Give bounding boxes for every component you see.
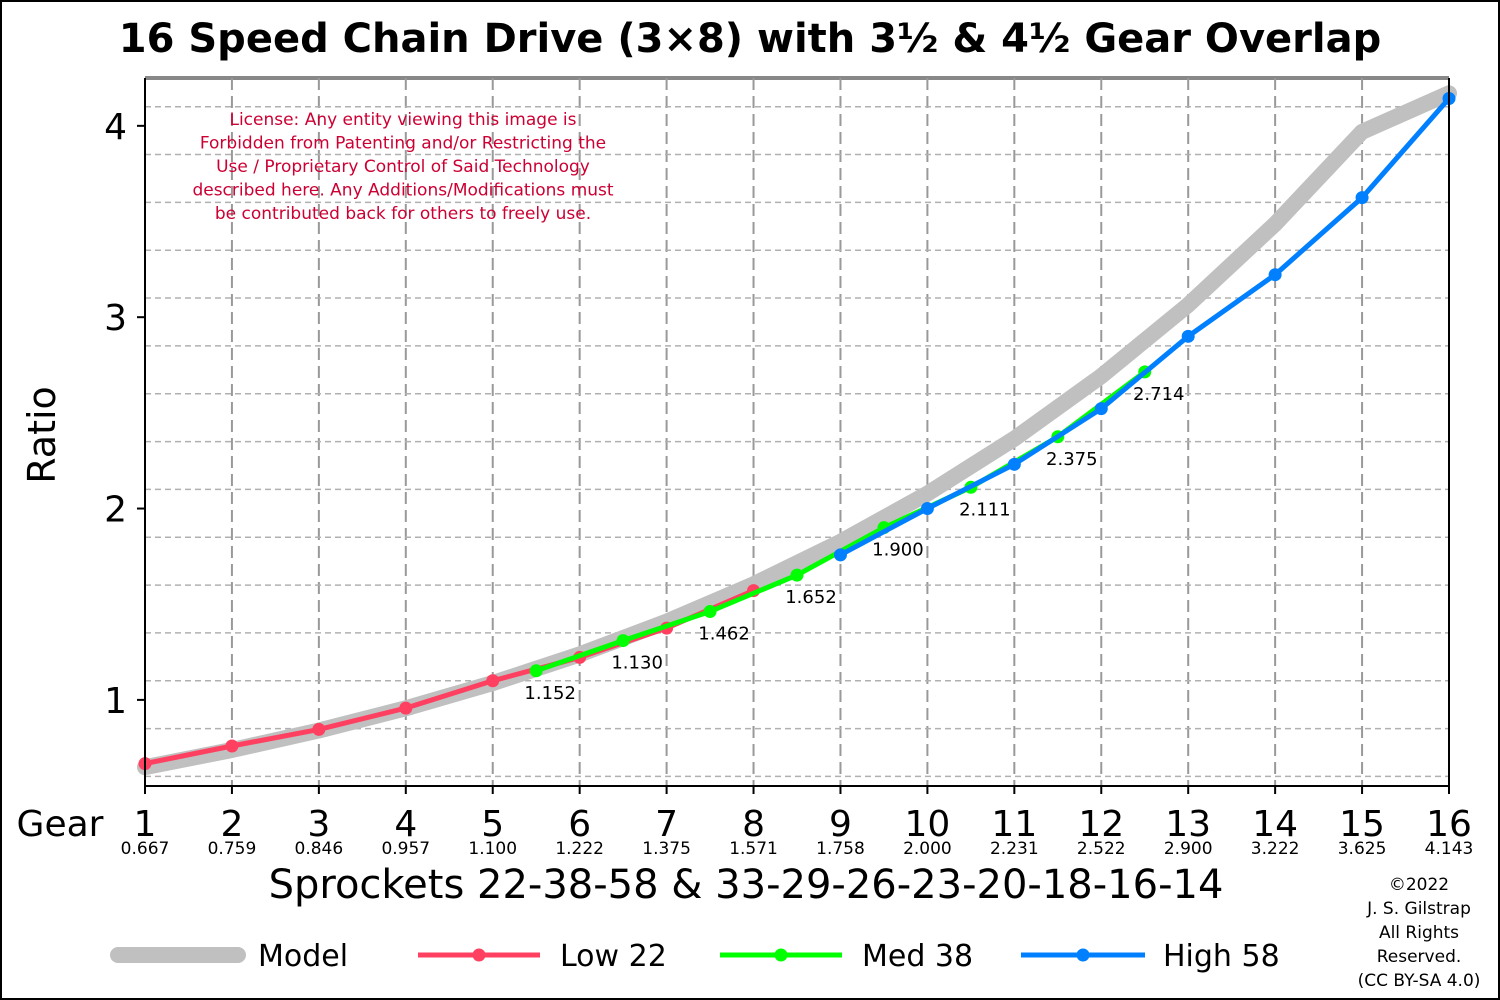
legend-label: High 58 <box>1163 939 1280 974</box>
data-label: 1.652 <box>785 587 837 608</box>
x-tick-label: 16 <box>1426 804 1472 845</box>
legend-label: Med 38 <box>862 939 973 974</box>
x-ratio-label: 4.143 <box>1425 839 1474 859</box>
x-ratio-label: 0.957 <box>381 839 430 859</box>
x-ratio-label: 1.571 <box>729 839 778 859</box>
license-line: described here. Any Additions/Modificati… <box>192 181 613 201</box>
x-ratio-label: 1.100 <box>468 839 517 859</box>
series-layer <box>137 85 1457 776</box>
x-tick-label: 6 <box>568 804 591 845</box>
gear-label: Gear <box>17 804 104 845</box>
x-ratio-label: 2.522 <box>1077 839 1126 859</box>
data-point <box>486 674 500 688</box>
data-point <box>790 568 804 582</box>
copyright-line: All Rights <box>1379 923 1459 943</box>
license-line: Use / Proprietary Control of Said Techno… <box>216 157 590 177</box>
y-tick-label: 1 <box>104 681 127 722</box>
y-axis-label: Ratio <box>20 386 64 484</box>
data-point <box>1355 191 1369 205</box>
data-label: 1.900 <box>872 540 924 561</box>
annotation-layer: 1.152 1.130 1.462 1.652 1.900 2.111 2.375 2.714 <box>524 384 1184 704</box>
copyright-line: ©2022 <box>1389 875 1449 895</box>
data-label: 1.152 <box>524 683 576 704</box>
x-tick-label: 8 <box>742 804 765 845</box>
x-ratio-label: 3.222 <box>1251 839 1300 859</box>
data-point <box>225 739 239 753</box>
data-point <box>1268 268 1282 282</box>
data-point <box>703 604 717 618</box>
plot-area <box>145 76 1449 786</box>
data-point <box>529 664 543 678</box>
series-line-high-58 <box>839 96 1451 558</box>
x-ratio-label: 1.375 <box>642 839 691 859</box>
x-tick-label: 12 <box>1078 804 1124 845</box>
license-line: be contributed back for others to freely… <box>215 204 591 224</box>
data-point <box>1094 402 1108 416</box>
data-point <box>1181 329 1195 343</box>
x-tick-label: 2 <box>220 804 243 845</box>
license-line: License: Any entity viewing this image i… <box>229 110 576 130</box>
legend-swatch-marker <box>774 948 788 962</box>
x-ratio-label: 3.625 <box>1338 839 1387 859</box>
x-tick-label: 7 <box>655 804 678 845</box>
data-point <box>833 548 847 562</box>
legend-swatch-marker <box>472 948 486 962</box>
data-point <box>920 502 934 516</box>
license-text: License: Any entity viewing this image i… <box>192 110 613 224</box>
y-tick-label: 2 <box>104 490 127 531</box>
x-tick-label: 11 <box>991 804 1037 845</box>
x-tick-label: 10 <box>904 804 950 845</box>
x-ratio-label: 1.222 <box>555 839 604 859</box>
data-point <box>616 634 630 648</box>
axes: 123410.66720.75930.84640.95751.10061.222… <box>104 78 1473 859</box>
x-tick-label: 1 <box>134 804 157 845</box>
copyright-line: (CC BY-SA 4.0) <box>1358 971 1481 991</box>
legend-label: Low 22 <box>560 939 667 974</box>
x-tick-label: 9 <box>829 804 852 845</box>
legend-swatch-marker <box>1076 948 1090 962</box>
x-ratio-label: 2.000 <box>903 839 952 859</box>
x-tick-label: 14 <box>1252 804 1298 845</box>
x-ratio-label: 2.900 <box>1164 839 1213 859</box>
plot-background <box>145 78 1449 786</box>
y-tick-label: 3 <box>104 298 127 339</box>
data-label: 1.462 <box>698 623 750 644</box>
legend: Model Low 22 Med 38 High 58 <box>110 939 1280 974</box>
data-point <box>399 701 413 715</box>
x-ratio-label: 2.231 <box>990 839 1039 859</box>
data-label: 2.111 <box>959 499 1011 520</box>
x-ratio-label: 0.846 <box>295 839 344 859</box>
data-label: 2.714 <box>1133 384 1185 405</box>
data-label: 2.375 <box>1046 449 1098 470</box>
x-ratio-label: 0.759 <box>208 839 257 859</box>
x-tick-label: 5 <box>481 804 504 845</box>
legend-label: Model <box>258 939 348 974</box>
copyright-line: Reserved. <box>1377 947 1462 967</box>
x-axis-label: Sprockets 22-38-58 & 33-29-26-23-20-18-1… <box>269 862 1224 908</box>
license-line: Forbidden from Patenting and/or Restrict… <box>200 134 606 154</box>
y-tick-label: 4 <box>104 107 127 148</box>
x-tick-label: 3 <box>307 804 330 845</box>
copyright-text: ©2022 J. S. Gilstrap All Rights Reserved. (C… <box>1358 875 1481 991</box>
x-tick-label: 15 <box>1339 804 1385 845</box>
data-label: 1.130 <box>611 653 663 674</box>
chart-title: 16 Speed Chain Drive (3×8) with 3½ & 4½ … <box>119 16 1381 62</box>
x-ratio-label: 0.667 <box>121 839 170 859</box>
grid-lines <box>144 78 1450 786</box>
x-tick-label: 4 <box>394 804 417 845</box>
data-point <box>1007 457 1021 471</box>
data-point <box>312 722 326 736</box>
x-ratio-label: 1.758 <box>816 839 865 859</box>
copyright-line: J. S. Gilstrap <box>1366 899 1471 919</box>
x-tick-label: 13 <box>1165 804 1211 845</box>
